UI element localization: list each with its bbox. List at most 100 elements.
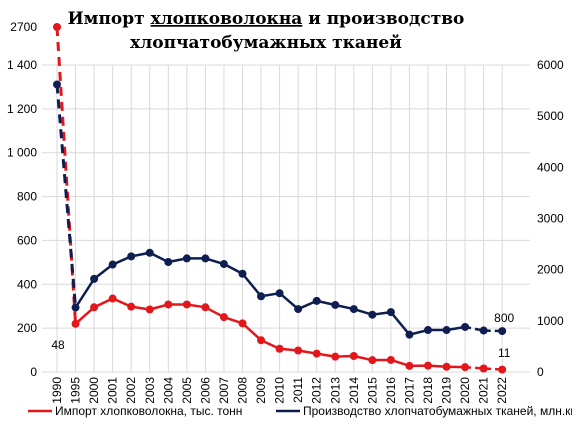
series-point [108, 294, 117, 303]
gridlines [42, 64, 530, 373]
series-point [479, 364, 488, 373]
right-tick-label: 6000 [537, 58, 564, 72]
x-tick-label: 2016 [384, 377, 398, 404]
left-tick-label: 600 [17, 233, 37, 247]
series-point [127, 302, 136, 311]
x-tick-label: 2019 [440, 377, 454, 404]
series-point [461, 322, 470, 331]
series-point [145, 248, 154, 257]
title-part-1: Импорт [68, 9, 151, 29]
left-tick-label: 1 000 [7, 146, 37, 160]
legend-label: Производство хлопчатобумажных тканей, мл… [303, 404, 572, 418]
legend: Импорт хлопковолокна, тыс. тонн Производс… [28, 404, 572, 418]
x-tick-label: 2006 [198, 377, 212, 404]
x-tick-label: 2009 [254, 377, 268, 404]
x-tick-label: 2014 [347, 377, 361, 404]
annotation-end-11: 11 [498, 346, 511, 360]
x-tick-label: 1995 [69, 377, 83, 404]
right-tick-label: 5000 [537, 109, 564, 123]
series-point [312, 349, 321, 358]
left-tick-label: 200 [17, 321, 37, 335]
series-1 [53, 23, 507, 374]
x-tick-label: 2015 [365, 377, 379, 404]
series-point [498, 365, 507, 374]
x-tick-label: 2005 [180, 377, 194, 404]
series-point [71, 303, 80, 312]
series-point [424, 361, 432, 370]
series-point [127, 252, 136, 261]
x-tick-label: 2002 [124, 377, 138, 404]
series-point [219, 260, 228, 269]
right-tick-label: 3000 [537, 212, 564, 226]
series-line-segment-start [55, 26, 78, 324]
x-tick-label: 2021 [477, 377, 491, 404]
right-tick-label: 1000 [537, 314, 564, 328]
series-point [312, 296, 321, 305]
series-point [442, 362, 451, 371]
x-tick-label: 2008 [236, 377, 250, 404]
series-line-segment-start [55, 84, 78, 308]
series-point [219, 313, 228, 322]
x-tick-label: 2003 [143, 377, 157, 404]
right-tick-label: 2000 [537, 263, 564, 277]
series-point [238, 319, 247, 328]
annotation-start-48: 48 [51, 338, 65, 352]
legend-label: Импорт хлопковолокна, тыс. тонн [55, 404, 242, 418]
series-point [275, 289, 284, 298]
series-point [479, 326, 488, 335]
series-point [238, 269, 247, 278]
series-point [461, 363, 470, 372]
series-point [71, 319, 80, 328]
series-point [405, 330, 414, 339]
series-point [331, 300, 340, 309]
series-point [331, 352, 340, 361]
x-tick-label: 2018 [421, 377, 435, 404]
series-point [201, 303, 210, 312]
right-tick-label: 4000 [537, 160, 564, 174]
annotation-end-800: 800 [494, 311, 514, 325]
x-tick-label: 2000 [87, 377, 101, 404]
left-tick-label: 400 [17, 277, 37, 291]
x-axis: 1990 1995 2000 2001 2002 2003 2004 2005 2006 2007… [50, 377, 509, 404]
title-part-2: хлопковолокна [151, 9, 303, 29]
left-tick-label: 1 400 [7, 58, 37, 72]
series-point [164, 300, 173, 309]
series-point [294, 305, 303, 314]
x-tick-label: 2013 [328, 377, 342, 404]
series-point [182, 254, 191, 263]
x-tick-label: 2011 [291, 377, 305, 403]
x-tick-label: 1990 [50, 377, 64, 404]
x-tick-label: 2010 [273, 377, 287, 404]
series-point [386, 355, 395, 364]
x-tick-label: 2017 [402, 377, 416, 404]
x-tick-label: 2007 [217, 377, 231, 404]
series-point [386, 308, 395, 317]
right-tick-label: 0 [537, 365, 544, 379]
series-point [498, 327, 507, 336]
left-tick-label: 1 200 [7, 102, 37, 116]
series-point [201, 254, 210, 263]
x-tick-label: 2020 [458, 377, 472, 404]
chart-title-line1: Импорт хлопковолокна и производство [68, 9, 465, 29]
x-tick-label: 2012 [310, 377, 324, 404]
series-point [53, 23, 61, 31]
series-point [164, 257, 173, 266]
series-point [349, 351, 358, 360]
series-point [349, 305, 358, 314]
series-point [257, 292, 266, 301]
series-point [145, 305, 154, 314]
title-part-3: и производство [302, 9, 464, 29]
left-axis: 0 200 400 600 800 1 000 1 200 1 400 2700 [7, 20, 37, 379]
x-tick-label: 2022 [495, 377, 509, 404]
series-point [368, 310, 377, 319]
series-2 [53, 80, 507, 339]
series-point [182, 300, 191, 309]
series-point [424, 326, 432, 335]
series-point [368, 356, 377, 365]
series-point [108, 260, 117, 269]
series-point [90, 303, 99, 312]
series-point [53, 80, 61, 89]
series-line [74, 251, 466, 336]
